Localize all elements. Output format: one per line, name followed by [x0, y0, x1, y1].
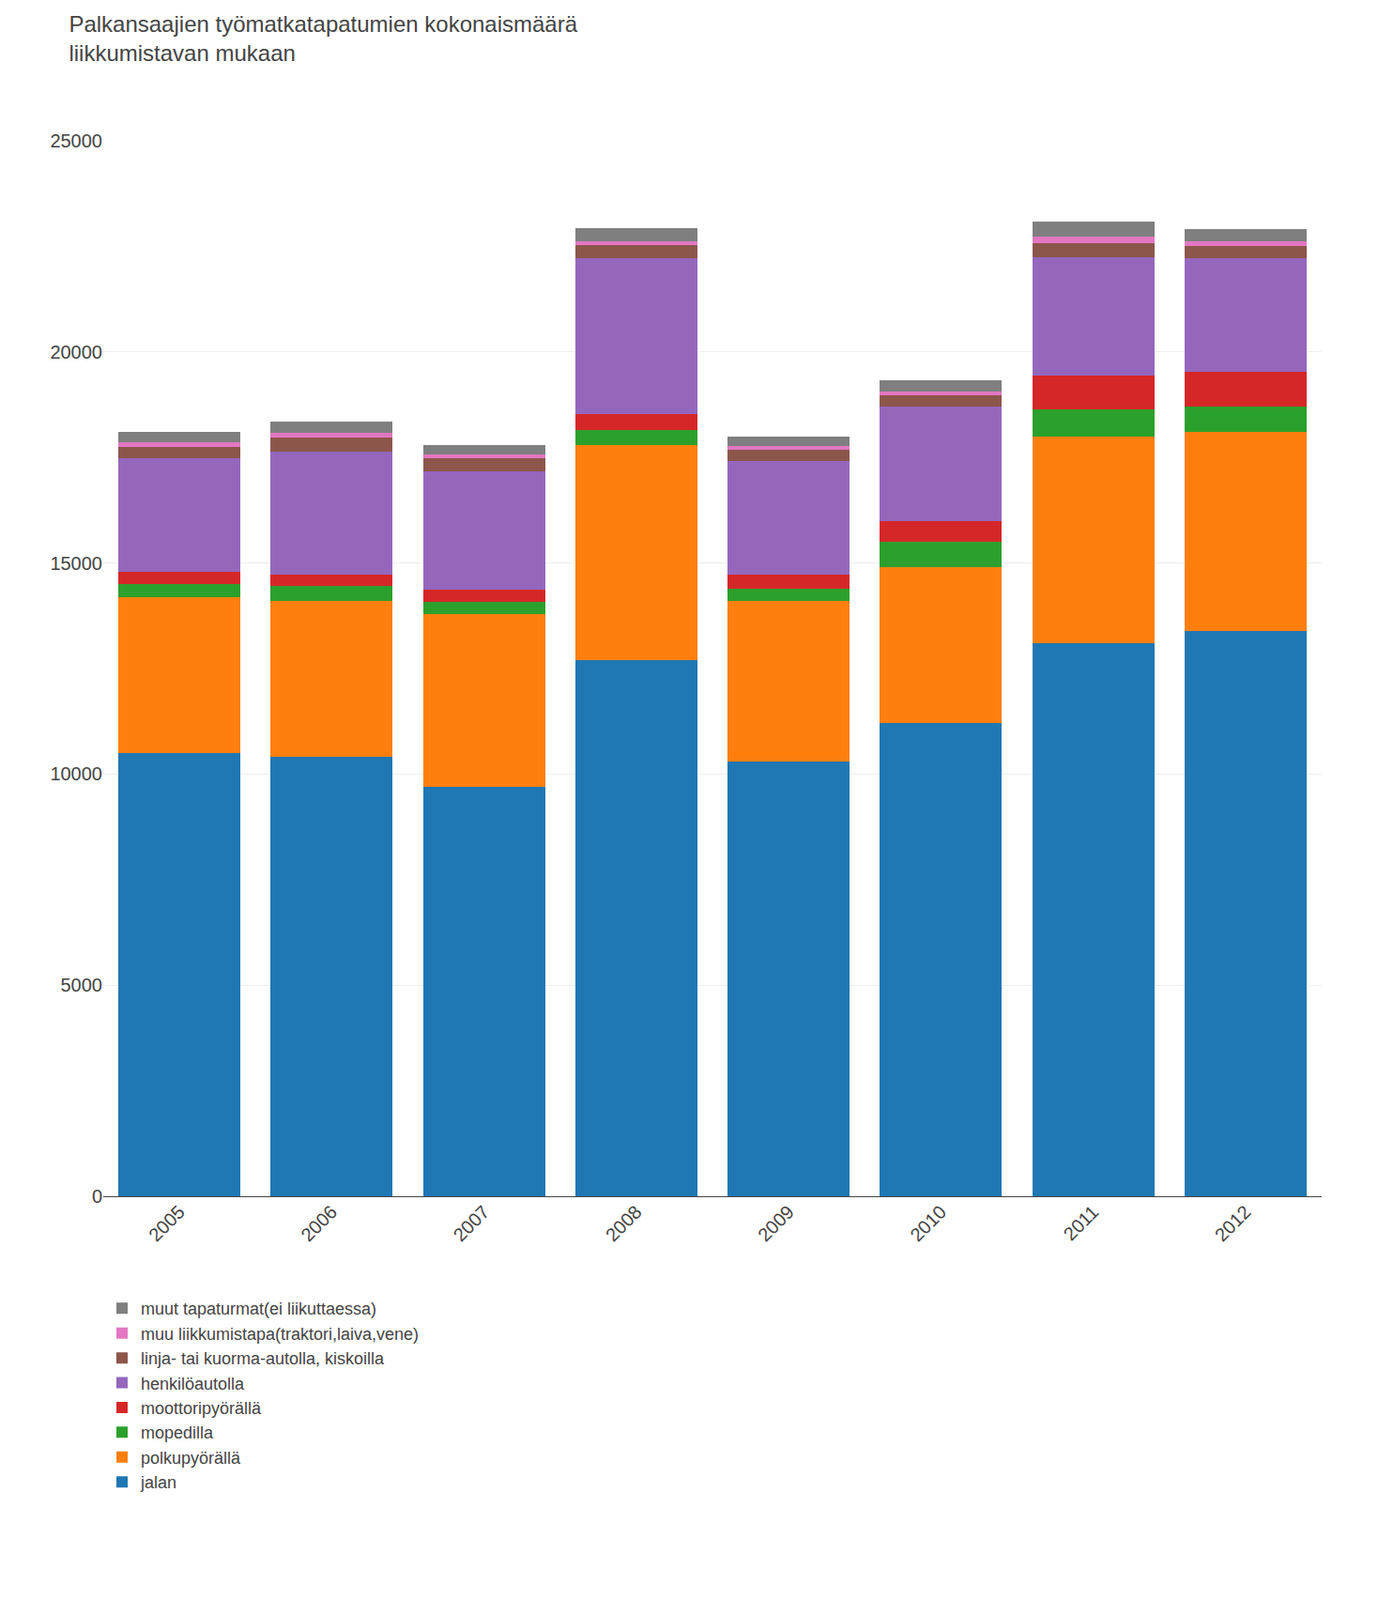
- svg-text:2008: 2008: [601, 1200, 646, 1245]
- svg-text:muut tapaturmat(ei liikuttaess: muut tapaturmat(ei liikuttaessa): [140, 1299, 377, 1318]
- svg-text:20000: 20000: [49, 341, 103, 363]
- svg-text:2007: 2007: [449, 1200, 494, 1245]
- svg-text:2010: 2010: [905, 1200, 950, 1245]
- svg-text:jalan: jalan: [139, 1472, 177, 1492]
- svg-text:linja- tai kuorma-autolla, kis: linja- tai kuorma-autolla, kiskoilla: [140, 1348, 385, 1368]
- svg-text:2012: 2012: [1210, 1200, 1256, 1245]
- svg-text:10000: 10000: [49, 763, 103, 784]
- svg-text:2005: 2005: [144, 1200, 189, 1245]
- svg-text:muu liikkumistapa(traktori,lai: muu liikkumistapa(traktori,laiva,vene): [140, 1324, 419, 1344]
- svg-text:polkupyörällä: polkupyörällä: [140, 1448, 242, 1468]
- svg-text:5000: 5000: [61, 974, 104, 996]
- svg-text:mopedilla: mopedilla: [140, 1423, 215, 1442]
- svg-text:moottoripyörällä: moottoripyörällä: [140, 1398, 262, 1418]
- svg-text:2009: 2009: [753, 1200, 798, 1245]
- svg-text:Palkansaajien työmatkatapatumi: Palkansaajien työmatkatapatumien kokonai…: [68, 11, 578, 66]
- svg-text:15000: 15000: [49, 552, 103, 574]
- svg-text:henkilöautolla: henkilöautolla: [140, 1374, 245, 1394]
- svg-text:0: 0: [91, 1185, 103, 1207]
- svg-text:2006: 2006: [296, 1200, 341, 1245]
- svg-text:2011: 2011: [1059, 1200, 1103, 1244]
- svg-text:25000: 25000: [49, 130, 103, 152]
